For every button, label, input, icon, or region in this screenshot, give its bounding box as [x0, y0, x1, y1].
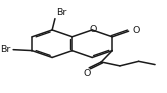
Text: O: O [89, 25, 97, 34]
Text: Br: Br [0, 45, 10, 54]
Text: Br: Br [56, 8, 66, 17]
Text: O: O [84, 69, 91, 78]
Text: O: O [132, 26, 139, 35]
